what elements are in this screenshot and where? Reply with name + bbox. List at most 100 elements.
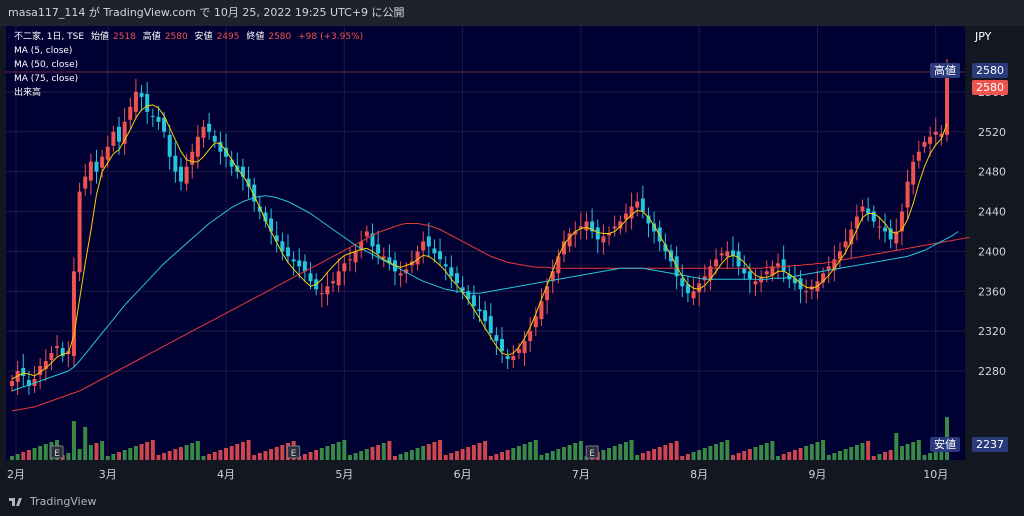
volume-bar <box>336 442 341 460</box>
legend-ma50[interactable]: MA (50, close) <box>14 60 79 70</box>
volume-bar <box>38 446 43 460</box>
y-tick-label: 2480 <box>978 166 1006 179</box>
candle-body <box>646 215 651 224</box>
low-tag-label: 安値 <box>930 437 960 452</box>
candle-body <box>545 286 550 301</box>
candle-body <box>454 273 459 284</box>
candle-body <box>387 257 392 264</box>
y-tick-label: 2280 <box>978 365 1006 378</box>
candle-body <box>528 331 533 342</box>
candle-body <box>871 211 876 222</box>
candle-body <box>714 259 719 267</box>
candle-body <box>105 146 110 160</box>
volume-bar <box>742 451 747 460</box>
candle-body <box>691 291 696 299</box>
candle-body <box>578 226 583 229</box>
x-tick-label: 2月 <box>7 468 25 481</box>
currency-label[interactable]: JPY <box>975 30 992 43</box>
volume-bar <box>911 442 916 460</box>
candle-body <box>10 380 14 386</box>
legend-open-value: 2518 <box>112 32 136 42</box>
volume-bar <box>364 449 369 460</box>
volume-bar <box>207 454 212 460</box>
candle-body <box>849 229 854 245</box>
footer-brand: TradingView <box>30 495 97 508</box>
legend-open-label: 始値 <box>90 32 109 42</box>
volume-bar <box>409 450 414 460</box>
volume-bar <box>415 448 420 460</box>
volume-bar <box>111 454 116 460</box>
candle-body <box>443 264 448 267</box>
volume-bar <box>607 448 612 460</box>
candle-body <box>776 263 781 267</box>
volume-bar <box>235 444 240 460</box>
volume-bar <box>539 455 544 460</box>
volume-bar <box>145 442 150 460</box>
publish-header: masa117_114 が TradingView.com で 10月 25, … <box>0 0 1024 26</box>
volume-bar <box>669 443 674 460</box>
candle-body <box>804 291 809 293</box>
volume-bar <box>426 444 431 460</box>
volume-bar <box>612 446 617 460</box>
candle-body <box>224 147 229 157</box>
candle-body <box>866 208 871 214</box>
volume-bar <box>837 451 842 460</box>
candle-body <box>26 379 31 386</box>
volume-bar <box>167 451 172 460</box>
volume-bar <box>685 454 690 460</box>
candle-body <box>629 206 634 219</box>
candle-body <box>725 251 730 257</box>
tradingview-logo[interactable]: TradingView <box>8 488 96 516</box>
candle-body <box>939 133 944 137</box>
candle-body <box>708 266 713 281</box>
candle-body <box>38 366 43 375</box>
time-axis-background <box>6 460 965 488</box>
x-tick-label: 4月 <box>217 468 235 481</box>
y-tick-label: 2520 <box>978 126 1006 139</box>
candle-body <box>353 251 358 263</box>
chart-canvas[interactable]: 228023202360240024402480252025602月3月4月5月… <box>0 26 1024 488</box>
candle-body <box>162 117 167 132</box>
volume-bar <box>88 445 93 460</box>
legend-high-label: 高値 <box>142 32 161 42</box>
legend-ma75[interactable]: MA (75, close) <box>14 74 79 84</box>
legend-ma5[interactable]: MA (5, close) <box>14 46 73 56</box>
candle-body <box>928 136 933 144</box>
candle-body <box>697 283 702 293</box>
volume-bar <box>212 452 217 460</box>
volume-bar <box>826 455 831 460</box>
volume-bar <box>274 447 279 460</box>
candle-body <box>899 211 904 232</box>
volume-bar <box>753 447 758 460</box>
high-tag-label: 高値 <box>930 63 960 78</box>
y-tick-label: 2360 <box>978 285 1006 298</box>
legend-volume[interactable]: 出来高 <box>14 88 42 98</box>
volume-bar <box>815 442 820 460</box>
candle-body <box>539 301 544 320</box>
candle-body <box>190 151 195 165</box>
last-price-tag: 2580 <box>972 80 1008 95</box>
volume-bar <box>511 448 516 460</box>
candle-body <box>359 241 364 251</box>
volume-bar <box>454 451 459 460</box>
candle-body <box>663 244 668 252</box>
candle-body <box>302 261 307 272</box>
y-tick-label: 2400 <box>978 245 1006 258</box>
earnings-marker-label: E <box>54 449 60 459</box>
volume-bar <box>314 450 319 460</box>
candle-body <box>133 91 138 112</box>
volume-bar <box>83 427 88 460</box>
volume-bar <box>939 449 944 460</box>
candle-body <box>894 231 899 244</box>
candle-body <box>635 201 640 208</box>
volume-bar <box>674 441 679 460</box>
volume-bar <box>697 450 702 460</box>
candle-body <box>657 227 662 242</box>
candle-body <box>128 106 133 120</box>
high-tag-value: 2580 <box>972 63 1008 78</box>
volume-bar <box>854 445 859 460</box>
volume-bar <box>404 452 409 460</box>
candle-body <box>71 271 76 357</box>
volume-bar <box>764 443 769 460</box>
earnings-marker-label: E <box>589 449 595 459</box>
